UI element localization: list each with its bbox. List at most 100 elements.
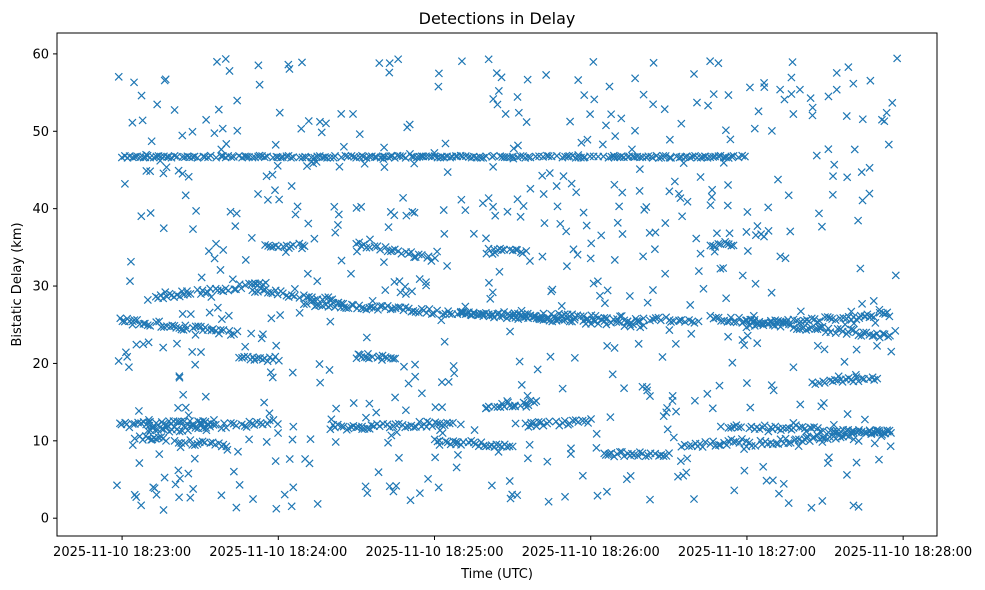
data-point-marker	[872, 425, 881, 434]
data-point-marker	[120, 179, 129, 188]
data-point-marker	[847, 307, 856, 316]
data-point-marker	[352, 203, 361, 212]
data-point-marker	[516, 152, 525, 161]
data-point-marker	[137, 212, 146, 221]
y-tick-label: 10	[32, 434, 49, 449]
y-tick-label: 40	[32, 202, 49, 217]
data-point-marker	[661, 151, 670, 160]
data-point-marker	[202, 426, 211, 435]
data-point-marker	[174, 403, 183, 412]
data-point-marker	[794, 442, 803, 451]
data-point-marker	[602, 314, 611, 323]
data-point-marker	[774, 489, 784, 498]
data-point-marker	[386, 207, 395, 216]
data-point-marker	[574, 418, 583, 427]
data-point-marker	[856, 264, 865, 273]
data-point-marker	[176, 443, 185, 452]
data-point-marker	[445, 419, 454, 428]
data-point-marker	[501, 109, 510, 118]
data-point-marker	[737, 423, 746, 432]
data-point-marker	[802, 325, 811, 335]
data-point-marker	[401, 423, 410, 432]
data-point-marker	[417, 250, 426, 260]
data-point-marker	[385, 59, 394, 68]
data-point-marker	[287, 153, 296, 162]
data-point-marker	[703, 389, 712, 398]
data-point-marker	[734, 313, 744, 322]
data-point-marker	[287, 502, 296, 511]
data-point-marker	[704, 101, 713, 110]
data-point-marker	[210, 254, 219, 263]
data-point-marker	[224, 286, 233, 295]
data-point-marker	[642, 203, 651, 212]
data-point-marker	[378, 351, 387, 360]
data-point-marker	[197, 273, 206, 282]
data-point-marker	[437, 421, 447, 430]
data-point-marker	[833, 324, 842, 333]
data-point-marker	[233, 447, 243, 456]
data-point-marker	[456, 307, 465, 316]
data-point-marker	[217, 491, 226, 500]
data-point-marker	[730, 486, 739, 495]
data-point-marker	[872, 329, 881, 338]
data-point-marker	[434, 483, 443, 492]
data-point-marker	[843, 173, 852, 182]
data-point-marker	[679, 159, 688, 168]
data-point-marker	[161, 75, 170, 84]
data-point-marker	[542, 70, 551, 79]
data-point-marker	[285, 455, 294, 464]
data-point-marker	[859, 328, 868, 337]
data-point-marker	[631, 314, 640, 323]
data-point-marker	[526, 184, 535, 193]
data-point-marker	[386, 305, 395, 314]
data-point-marker	[289, 483, 298, 492]
data-point-marker	[245, 435, 254, 444]
data-point-marker	[768, 476, 777, 485]
data-point-marker	[199, 417, 208, 426]
data-point-marker	[767, 126, 776, 135]
data-point-marker	[648, 286, 657, 295]
data-point-marker	[791, 435, 800, 444]
data-point-marker	[795, 325, 804, 334]
data-point-marker	[273, 419, 282, 429]
data-point-marker	[186, 310, 195, 319]
data-point-marker	[160, 473, 169, 482]
data-point-marker	[689, 69, 699, 79]
data-point-marker	[814, 209, 823, 218]
data-point-marker	[159, 322, 168, 332]
data-point-marker	[372, 408, 381, 417]
data-point-marker	[362, 243, 371, 252]
data-point-marker	[701, 152, 710, 161]
data-point-marker	[331, 437, 340, 446]
data-point-marker	[326, 425, 335, 434]
data-point-marker	[832, 68, 841, 77]
data-point-marker	[383, 247, 392, 256]
data-point-marker	[545, 169, 554, 178]
data-point-marker	[469, 229, 478, 238]
data-point-marker	[586, 254, 595, 263]
data-point-marker	[175, 427, 184, 436]
data-point-marker	[635, 448, 644, 457]
data-point-marker	[719, 264, 728, 273]
data-point-marker	[152, 490, 161, 499]
data-point-marker	[143, 295, 152, 304]
data-point-marker	[683, 197, 692, 206]
data-point-marker	[267, 314, 276, 323]
data-point-marker	[174, 166, 183, 175]
data-point-marker	[375, 422, 384, 431]
data-point-marker	[410, 253, 419, 262]
data-point-marker	[517, 306, 526, 315]
data-point-marker	[342, 303, 351, 313]
data-point-marker	[130, 316, 139, 325]
data-point-marker	[365, 235, 374, 244]
data-point-marker	[858, 299, 867, 308]
data-point-marker	[183, 290, 192, 299]
data-point-marker	[597, 231, 606, 240]
data-point-marker	[579, 208, 588, 217]
data-point-marker	[738, 335, 747, 345]
data-point-marker	[710, 247, 719, 256]
data-point-marker	[150, 484, 159, 493]
data-point-marker	[406, 496, 415, 505]
data-point-marker	[396, 288, 405, 297]
data-point-marker	[385, 68, 394, 77]
